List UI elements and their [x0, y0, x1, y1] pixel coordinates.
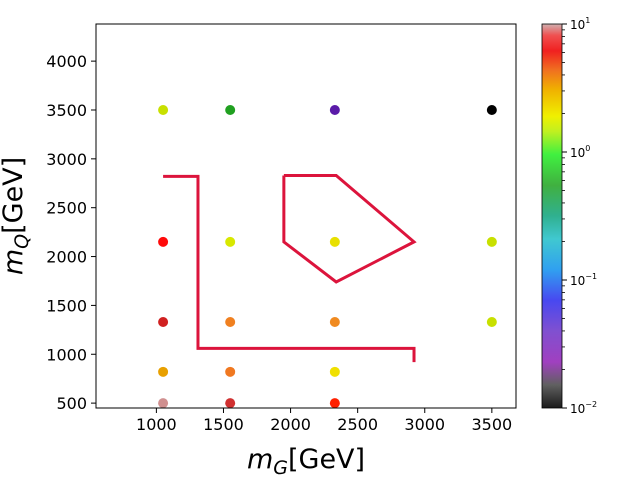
y-tick-label: 1000: [46, 345, 87, 364]
colorbar-tick-label: 101: [570, 16, 590, 32]
data-point: [158, 236, 169, 247]
y-axis-label: mQ[GeV]: [0, 157, 33, 275]
data-point: [225, 317, 236, 328]
y-tick-label: 3000: [46, 150, 87, 169]
data-point: [158, 398, 169, 409]
plot-frame: [95, 23, 517, 409]
data-point: [329, 236, 340, 247]
contour-line: [163, 174, 416, 363]
colorbar: [541, 23, 563, 409]
data-point: [225, 366, 236, 377]
x-tick-label: 1500: [203, 415, 244, 434]
data-point: [329, 317, 340, 328]
data-point: [158, 104, 169, 115]
data-point: [225, 104, 236, 115]
colorbar-tick-label: 100: [570, 144, 590, 160]
x-tick-label: 3000: [404, 415, 445, 434]
data-point: [329, 104, 340, 115]
x-axis-label: mG[GeV]: [247, 444, 365, 479]
y-tick-label: 2000: [46, 248, 87, 267]
y-tick-label: 500: [56, 394, 87, 413]
contour-layer: [163, 173, 417, 363]
data-point: [486, 104, 497, 115]
data-point: [158, 317, 169, 328]
data-point: [486, 317, 497, 328]
y-axis: 500 1000 1500 2000 2500 3000 3500 4000: [46, 52, 96, 413]
points-layer: [158, 104, 497, 409]
data-point: [225, 398, 236, 409]
x-tick-label: 3500: [471, 415, 512, 434]
x-tick-label: 1000: [136, 415, 177, 434]
data-point: [329, 366, 340, 377]
data-point: [329, 398, 340, 409]
data-point: [486, 236, 497, 247]
y-tick-label: 3500: [46, 101, 87, 120]
colorbar-ticks: 101 100 10−1 10−2: [562, 16, 597, 416]
data-point: [225, 236, 236, 247]
colorbar-tick-label: 10−1: [570, 272, 597, 288]
colorbar-tick-label: 10−2: [570, 400, 597, 416]
y-tick-label: 1500: [46, 296, 87, 315]
y-tick-label: 4000: [46, 52, 87, 71]
contour-line: [282, 173, 417, 284]
y-tick-label: 2500: [46, 199, 87, 218]
x-tick-label: 2500: [337, 415, 378, 434]
data-point: [158, 366, 169, 377]
x-tick-label: 2000: [270, 415, 311, 434]
x-axis: 1000 1500 2000 2500 3000 3500: [136, 408, 512, 434]
